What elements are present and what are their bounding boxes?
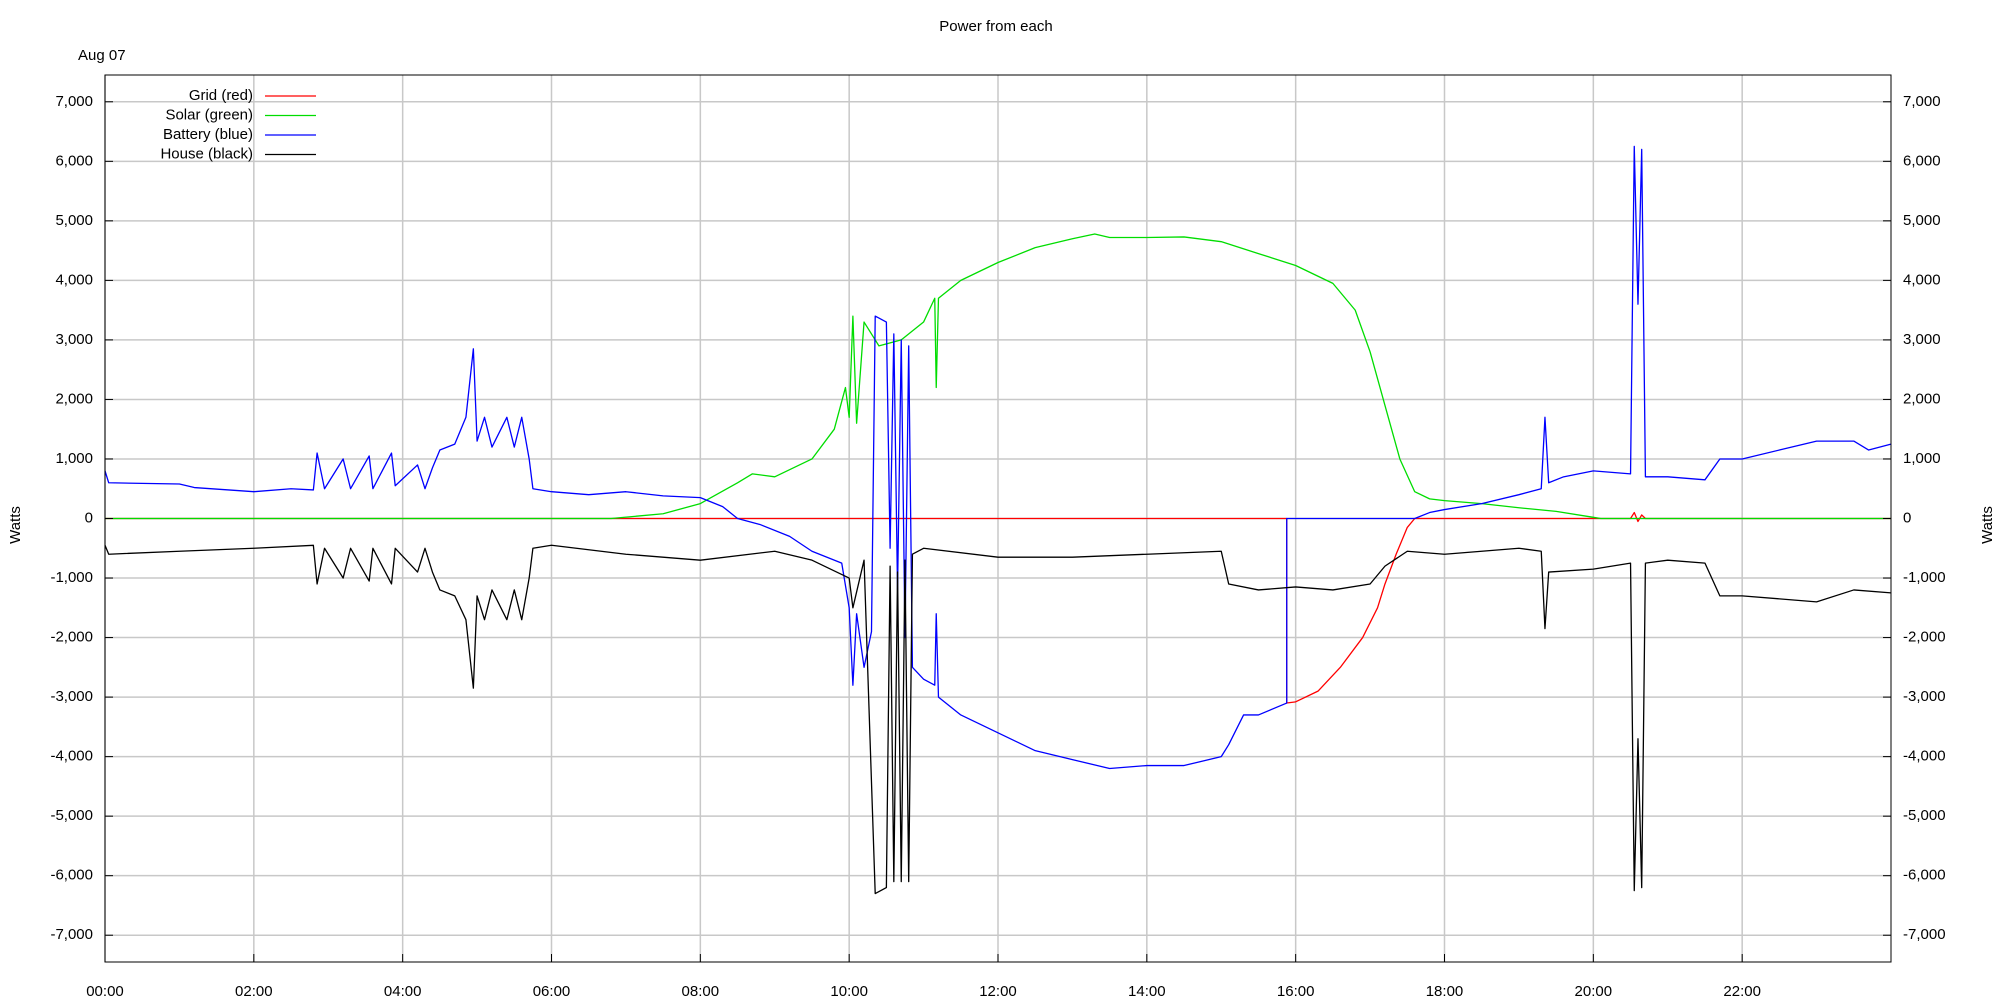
grid (104, 75, 1891, 962)
y2-tick-label: 1,000 (1903, 450, 1941, 467)
y-tick-label: -5,000 (50, 807, 93, 824)
series-line (104, 145, 1892, 770)
y2-tick-label: -7,000 (1903, 926, 1946, 943)
y-tick-label: -6,000 (50, 867, 93, 884)
y2-axis-label: Watts (1979, 506, 1996, 544)
y-tick-label: 0 (85, 509, 93, 526)
legend-label: Grid (red) (189, 87, 253, 104)
chart-title: Power from each (939, 18, 1052, 35)
date-annotation: Aug 07 (78, 47, 126, 64)
y2-tick-label: 0 (1903, 509, 1911, 526)
y2-tick-label: 7,000 (1903, 93, 1941, 110)
x-tick-label: 02:00 (235, 983, 273, 1000)
series-line (105, 233, 1891, 520)
y2-tick-label: 2,000 (1903, 390, 1941, 407)
legend-label: Solar (green) (165, 106, 253, 123)
x-tick-label: 20:00 (1575, 983, 1613, 1000)
y2-tick-label: 3,000 (1903, 331, 1941, 348)
y-tick-label: -1,000 (50, 569, 93, 586)
y-tick-label: 4,000 (55, 271, 93, 288)
axes: 00:00 02:00 04:00 06:00 08:00 10:00 12:00 14:00… (50, 93, 1945, 1000)
y-tick-label: 5,000 (55, 212, 93, 229)
x-tick-label: 12:00 (979, 983, 1017, 1000)
y-tick-label: 2,000 (55, 390, 93, 407)
y-tick-label: -4,000 (50, 748, 93, 765)
x-tick-label: 16:00 (1277, 983, 1315, 1000)
legend-label: House (black) (160, 145, 253, 162)
y-tick-label: 1,000 (55, 450, 93, 467)
y-tick-label: -3,000 (50, 688, 93, 705)
y2-tick-label: -6,000 (1903, 867, 1946, 884)
y2-tick-label: -3,000 (1903, 688, 1946, 705)
y2-tick-label: -5,000 (1903, 807, 1946, 824)
y-tick-label: -7,000 (50, 926, 93, 943)
y2-tick-label: 5,000 (1903, 212, 1941, 229)
y-tick-label: 3,000 (55, 331, 93, 348)
x-tick-label: 22:00 (1723, 983, 1761, 1000)
y-axis-label: Watts (7, 506, 24, 544)
legend: Grid (red) Solar (green) Battery (blue) Hou… (160, 87, 316, 162)
y2-tick-label: 4,000 (1903, 271, 1941, 288)
x-tick-label: 10:00 (830, 983, 868, 1000)
x-tick-label: 06:00 (533, 983, 571, 1000)
series-line (104, 544, 1892, 895)
series-line (105, 511, 1891, 704)
x-tick-label: 00:00 (86, 983, 124, 1000)
x-tick-label: 08:00 (682, 983, 720, 1000)
plot-lines (104, 145, 1892, 895)
y2-tick-label: -4,000 (1903, 748, 1946, 765)
y2-tick-label: 6,000 (1903, 152, 1941, 169)
x-tick-label: 04:00 (384, 983, 422, 1000)
y2-tick-label: -1,000 (1903, 569, 1946, 586)
y2-tick-label: -2,000 (1903, 629, 1946, 646)
legend-label: Battery (blue) (163, 126, 253, 143)
x-tick-label: 18:00 (1426, 983, 1464, 1000)
y-tick-label: -2,000 (50, 629, 93, 646)
x-tick-label: 14:00 (1128, 983, 1166, 1000)
y-tick-label: 7,000 (55, 93, 93, 110)
y-tick-label: 6,000 (55, 152, 93, 169)
